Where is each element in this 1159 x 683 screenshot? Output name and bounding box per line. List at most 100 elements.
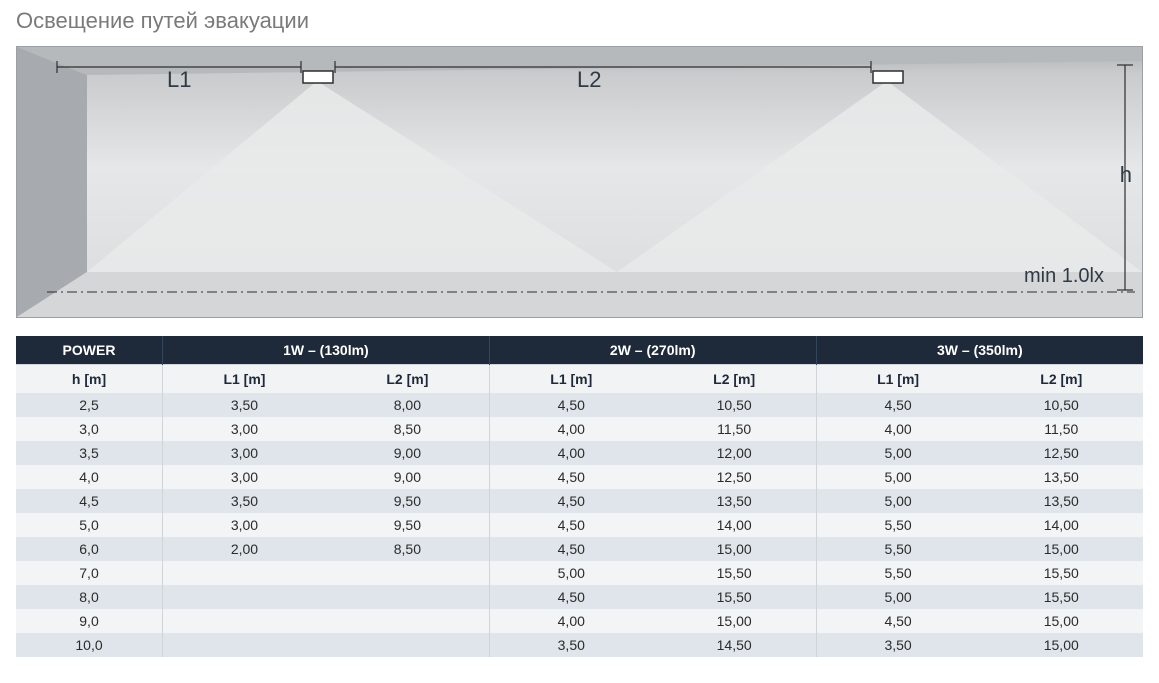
table-cell: 5,00 [816,441,979,465]
table-cell: 3,00 [163,417,326,441]
table-cell: 4,0 [16,465,163,489]
table-cell: 10,0 [16,633,163,657]
table-cell [163,585,326,609]
table-cell: 4,50 [489,585,652,609]
table-cell: 15,00 [980,633,1143,657]
table-cell: 3,50 [163,489,326,513]
table-row: 4,03,009,004,5012,505,0013,50 [16,465,1143,489]
table-cell: 15,50 [653,585,816,609]
table-cell: 9,50 [326,513,489,537]
g1-L2-header: L2 [m] [326,365,489,394]
diagram-L2-label: L2 [577,67,601,93]
table-cell: 3,00 [163,465,326,489]
table-row: 10,03,5014,503,5015,00 [16,633,1143,657]
table-cell: 2,00 [163,537,326,561]
g2-L2-header: L2 [m] [653,365,816,394]
table-cell: 5,0 [16,513,163,537]
table-cell: 4,50 [816,393,979,417]
lighting-data-table: POWER 1W – (130lm) 2W – (270lm) 3W – (35… [16,336,1143,657]
table-cell: 13,50 [980,489,1143,513]
table-cell: 4,00 [489,441,652,465]
table-cell: 15,00 [653,609,816,633]
table-cell: 13,50 [653,489,816,513]
table-cell: 3,50 [163,393,326,417]
table-cell: 8,50 [326,417,489,441]
table-cell: 5,50 [816,513,979,537]
table-cell: 4,00 [816,417,979,441]
table-cell: 5,00 [816,489,979,513]
table-cell: 8,0 [16,585,163,609]
table-row: 5,03,009,504,5014,005,5014,00 [16,513,1143,537]
table-cell [326,561,489,585]
table-cell: 2,5 [16,393,163,417]
evacuation-diagram: L1 L2 h min 1.0lx [16,46,1143,318]
table-cell: 4,50 [816,609,979,633]
table-cell [163,633,326,657]
table-row: 6,02,008,504,5015,005,5015,00 [16,537,1143,561]
table-row: 3,53,009,004,0012,005,0012,50 [16,441,1143,465]
table-cell [163,561,326,585]
table-cell: 3,00 [163,441,326,465]
table-cell: 4,50 [489,393,652,417]
table-row: 2,53,508,004,5010,504,5010,50 [16,393,1143,417]
table-body: 2,53,508,004,5010,504,5010,503,03,008,50… [16,393,1143,657]
table-cell: 4,50 [489,537,652,561]
table-cell: 13,50 [980,465,1143,489]
table-row: 8,04,5015,505,0015,50 [16,585,1143,609]
power-header: POWER [16,336,163,365]
table-cell [163,609,326,633]
table-cell: 3,50 [489,633,652,657]
table-cell: 6,0 [16,537,163,561]
table-cell: 14,00 [980,513,1143,537]
table-cell: 4,5 [16,489,163,513]
table-cell: 3,5 [16,441,163,465]
table-cell: 14,50 [653,633,816,657]
table-cell: 5,00 [816,585,979,609]
table-cell: 7,0 [16,561,163,585]
table-header-power-row: POWER 1W – (130lm) 2W – (270lm) 3W – (35… [16,336,1143,365]
table-row: 4,53,509,504,5013,505,0013,50 [16,489,1143,513]
h-header: h [m] [16,365,163,394]
table-cell: 15,50 [653,561,816,585]
table-cell: 3,0 [16,417,163,441]
page-title: Освещение путей эвакуации [16,8,1143,34]
table-cell: 15,50 [980,585,1143,609]
table-cell: 5,00 [816,465,979,489]
table-cell: 4,50 [489,465,652,489]
power-group-2: 2W – (270lm) [489,336,816,365]
table-cell: 3,50 [816,633,979,657]
diagram-minlx-label: min 1.0lx [1024,265,1104,288]
table-cell: 4,50 [489,513,652,537]
table-cell: 4,00 [489,417,652,441]
table-row: 7,05,0015,505,5015,50 [16,561,1143,585]
table-cell: 3,00 [163,513,326,537]
table-cell: 9,0 [16,609,163,633]
table-cell: 12,00 [653,441,816,465]
table-cell: 4,00 [489,609,652,633]
table-cell: 9,00 [326,441,489,465]
table-cell: 5,50 [816,561,979,585]
g1-L1-header: L1 [m] [163,365,326,394]
table-cell: 15,50 [980,561,1143,585]
table-cell: 9,00 [326,465,489,489]
table-row: 3,03,008,504,0011,504,0011,50 [16,417,1143,441]
table-cell: 11,50 [980,417,1143,441]
g3-L2-header: L2 [m] [980,365,1143,394]
table-cell: 8,50 [326,537,489,561]
table-cell: 10,50 [980,393,1143,417]
table-cell: 15,00 [980,537,1143,561]
table-cell: 15,00 [653,537,816,561]
table-cell: 12,50 [653,465,816,489]
table-cell: 11,50 [653,417,816,441]
table-row: 9,04,0015,004,5015,00 [16,609,1143,633]
table-cell: 12,50 [980,441,1143,465]
table-cell [326,609,489,633]
power-group-3: 3W – (350lm) [816,336,1143,365]
table-cell: 9,50 [326,489,489,513]
diagram-h-label: h [1120,162,1132,188]
table-cell [326,585,489,609]
table-cell: 14,00 [653,513,816,537]
table-cell [326,633,489,657]
table-cell: 4,50 [489,489,652,513]
table-cell: 5,50 [816,537,979,561]
